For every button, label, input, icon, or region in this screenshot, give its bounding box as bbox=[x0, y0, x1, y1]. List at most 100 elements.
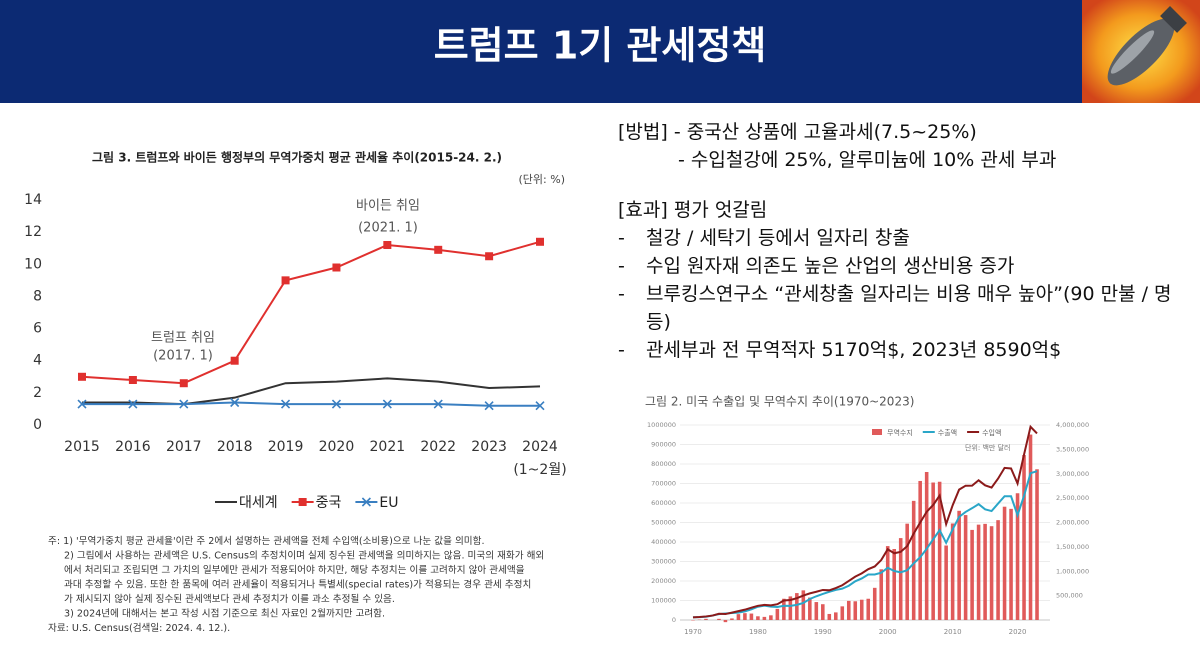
y-tick-label: 1000000 bbox=[647, 421, 676, 429]
x-tick-label: 2022 bbox=[420, 439, 456, 455]
method-line: - 수입철강에 25%, 알루미늄에 10% 관세 부과 bbox=[678, 149, 1057, 171]
y-tick-label: 10 bbox=[24, 256, 42, 272]
bullet-dash: - bbox=[618, 283, 625, 305]
legend-label: 대세계 bbox=[239, 495, 278, 511]
legend-label: 중국 bbox=[316, 495, 342, 511]
bar bbox=[795, 593, 799, 620]
marker bbox=[536, 237, 544, 246]
bar bbox=[989, 526, 994, 620]
bar bbox=[717, 618, 721, 620]
legend-label: 수입액 bbox=[982, 429, 1001, 437]
bar bbox=[911, 500, 916, 620]
x-tick-label: 2010 bbox=[944, 628, 962, 636]
annotation-date: (2021. 1) bbox=[358, 221, 418, 236]
bar bbox=[983, 523, 987, 620]
x-tick-label: 1970 bbox=[684, 628, 702, 636]
bar bbox=[1002, 506, 1007, 620]
y2-tick-label: 500,000 bbox=[1056, 592, 1083, 600]
bar bbox=[762, 616, 767, 620]
marker bbox=[280, 399, 291, 409]
y-tick-label: 6 bbox=[33, 321, 42, 337]
bar bbox=[924, 471, 929, 620]
bar bbox=[872, 587, 877, 620]
marker bbox=[78, 372, 86, 381]
bar bbox=[775, 608, 780, 620]
bar bbox=[756, 616, 760, 620]
y2-tick-label: 1,500,000 bbox=[1056, 543, 1089, 551]
note-line: 3) 2024년에 대해서는 본고 작성 시점 기준으로 최신 자료인 2월까지… bbox=[64, 608, 385, 620]
series-line bbox=[692, 424, 1038, 619]
marker bbox=[179, 399, 189, 409]
bar bbox=[821, 604, 825, 620]
effect-text: 수입 원자재 의존도 높은 산업의 생산비용 증가 bbox=[646, 255, 1015, 277]
y-tick-label: 0 bbox=[672, 616, 676, 624]
slide-title: 트럼프 1기 관세정책 bbox=[434, 24, 767, 68]
note-line: 자료: U.S. Census(검색일: 2024. 4. 12.). bbox=[48, 622, 230, 634]
note-line: 과대 추정할 수 있음. 또한 한 품목에 여러 관세율이 적용되거나 특별세(… bbox=[64, 579, 531, 591]
marker bbox=[128, 376, 137, 384]
bar bbox=[898, 538, 903, 620]
bar bbox=[859, 599, 864, 620]
series-line bbox=[81, 240, 541, 385]
y-tick-label: 300000 bbox=[651, 558, 676, 566]
y-tick-label: 2 bbox=[33, 385, 42, 401]
marker bbox=[230, 356, 239, 365]
legend-item: 수입액 bbox=[967, 429, 1001, 437]
annotation: 트럼프 취임 bbox=[151, 331, 215, 346]
y2-tick-label: 4,000,000 bbox=[1056, 421, 1089, 429]
legend-item: 중국 bbox=[291, 495, 342, 511]
effect-item: - 수입 원자재 의존도 높은 산업의 생산비용 증가 bbox=[618, 252, 1188, 280]
x-tick-label: 2000 bbox=[879, 628, 897, 636]
bar bbox=[801, 590, 806, 620]
marker bbox=[535, 401, 545, 411]
note-line: 2) 그림에서 사용하는 관세액은 U.S. Census의 추정치이며 실제 … bbox=[64, 550, 544, 562]
chart-title: 그림 3. 트럼프와 바이든 행정부의 무역가중치 평균 관세율 추이(2015… bbox=[92, 150, 502, 165]
y2-tick-label: 3,500,000 bbox=[1056, 445, 1089, 453]
bar bbox=[788, 596, 793, 620]
annotation-date: (2017. 1) bbox=[153, 349, 213, 364]
x-tick-label: 2017 bbox=[166, 439, 202, 455]
bar bbox=[853, 601, 858, 620]
bar bbox=[808, 597, 812, 620]
y-tick-label: 800000 bbox=[651, 460, 676, 468]
bar bbox=[749, 613, 754, 620]
legend-label: 수출액 bbox=[938, 428, 957, 437]
effects-title: [효과] 평가 엇갈림 bbox=[618, 199, 768, 221]
bar bbox=[957, 510, 961, 620]
bar bbox=[970, 529, 974, 620]
bar bbox=[866, 598, 871, 620]
marker bbox=[281, 276, 290, 285]
bar bbox=[1028, 434, 1033, 620]
bar bbox=[950, 523, 955, 620]
bar bbox=[976, 524, 981, 620]
marker bbox=[433, 399, 443, 409]
unit-label: 단위: 백만 달러 bbox=[965, 443, 1010, 452]
bar bbox=[996, 520, 1000, 620]
effect-item: - 관세부과 전 무역적자 5170억$, 2023년 8590억$ bbox=[618, 336, 1188, 364]
bar bbox=[937, 481, 942, 620]
bar bbox=[918, 480, 922, 620]
bomb-illustration bbox=[1082, 0, 1200, 103]
y-tick-label: 100000 bbox=[651, 597, 676, 605]
bar bbox=[769, 615, 773, 620]
y2-tick-label: 2,000,000 bbox=[1056, 519, 1089, 527]
legend-label: 무역수지 bbox=[887, 428, 913, 437]
bar bbox=[885, 546, 890, 620]
text-block: [방법] - 중국산 상품에 고율과세(7.5~25%) - 수입철강에 25%… bbox=[618, 118, 1188, 364]
bar bbox=[736, 614, 741, 620]
legend-item: EU bbox=[355, 495, 399, 511]
legend-marker bbox=[298, 498, 307, 506]
series-line bbox=[692, 470, 1038, 619]
y-tick-label: 700000 bbox=[651, 480, 676, 488]
y-tick-label: 0 bbox=[33, 417, 42, 433]
marker bbox=[484, 401, 494, 411]
y-tick-label: 500000 bbox=[651, 519, 676, 527]
x-tick-label: 1980 bbox=[749, 628, 767, 636]
legend-marker bbox=[361, 497, 371, 507]
effect-text: 관세부과 전 무역적자 5170억$, 2023년 8590억$ bbox=[646, 339, 1062, 361]
note-line: 에서 처리되고 조립되면 그 가치의 일부에만 관세가 적용되어야 하지만, 해… bbox=[64, 564, 525, 576]
bar bbox=[1009, 508, 1013, 620]
bullet-dash: - bbox=[618, 227, 625, 249]
bullet-dash: - bbox=[618, 339, 625, 361]
